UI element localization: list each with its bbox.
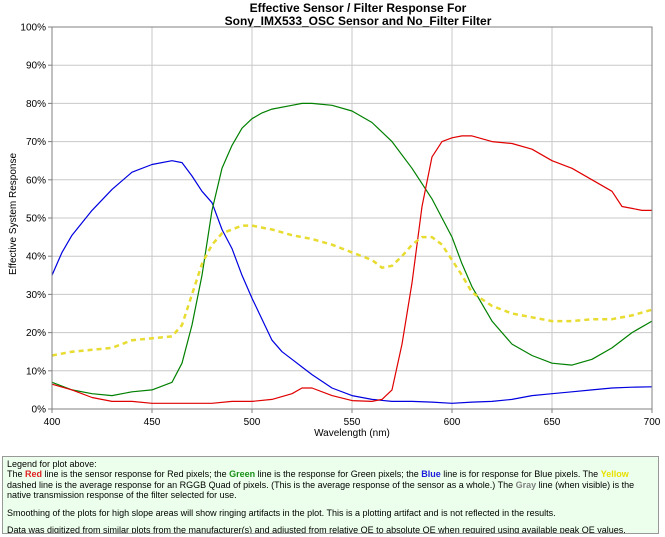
y-tick-label: 80% bbox=[26, 99, 46, 110]
legend-red-word: Red bbox=[25, 469, 43, 480]
chart-title-line-1: Effective Sensor / Filter Response For bbox=[250, 1, 467, 15]
x-tick-label: 450 bbox=[144, 417, 161, 428]
plot-series bbox=[51, 102, 653, 404]
legend-green-word: Green bbox=[229, 469, 256, 480]
x-axis-ticks: 400 450 500 550 600 650 700 bbox=[44, 409, 661, 428]
y-tick-label: 50% bbox=[26, 214, 46, 225]
legend-blue-word: Blue bbox=[421, 469, 441, 480]
plot-frame bbox=[51, 26, 653, 410]
y-tick-label: 30% bbox=[26, 290, 46, 301]
legend-box: Legend for plot above: The Red line is t… bbox=[2, 456, 659, 534]
y-axis-ticks: 0% 10% 20% 30% 40% 50% 60% 70% 80% 90% 100% bbox=[20, 23, 52, 416]
x-tick-label: 650 bbox=[544, 417, 561, 428]
x-axis-label: Wavelength (nm) bbox=[314, 428, 390, 439]
series-blue-line bbox=[51, 160, 653, 404]
chart-title-line-2: Sony_IMX533_OSC Sensor and No_Filter Fil… bbox=[225, 14, 492, 28]
legend-heading: Legend for plot above: bbox=[7, 459, 97, 469]
y-tick-label: 10% bbox=[26, 366, 46, 377]
x-tick-label: 600 bbox=[444, 417, 461, 428]
legend-line-description: The Red line is the sensor response for … bbox=[7, 469, 635, 501]
x-tick-label: 550 bbox=[344, 417, 361, 428]
legend-data-source-note: Data was digitized from similar plots fr… bbox=[7, 525, 626, 534]
legend-smoothing-note: Smoothing of the plots for high slope ar… bbox=[7, 507, 556, 518]
y-axis-label: Effective System Response bbox=[8, 153, 19, 276]
y-tick-label: 40% bbox=[26, 252, 46, 263]
y-tick-label: 90% bbox=[26, 61, 46, 72]
series-red-line bbox=[51, 135, 652, 404]
y-tick-label: 0% bbox=[32, 405, 47, 416]
y-tick-label: 60% bbox=[26, 175, 46, 186]
series-green-line bbox=[51, 102, 653, 397]
grid bbox=[51, 26, 653, 410]
y-tick-label: 70% bbox=[26, 137, 46, 148]
legend-gray-word: Gray bbox=[515, 479, 537, 490]
x-tick-label: 700 bbox=[644, 417, 661, 428]
x-tick-label: 400 bbox=[44, 417, 61, 428]
y-tick-label: 20% bbox=[26, 328, 46, 339]
series-yellow-average-line bbox=[51, 224, 653, 357]
y-tick-label: 100% bbox=[20, 23, 46, 34]
legend-yellow-word: Yellow bbox=[600, 469, 629, 480]
x-tick-label: 500 bbox=[244, 417, 261, 428]
chart: Effective Sensor / Filter Response For S… bbox=[8, 1, 661, 439]
